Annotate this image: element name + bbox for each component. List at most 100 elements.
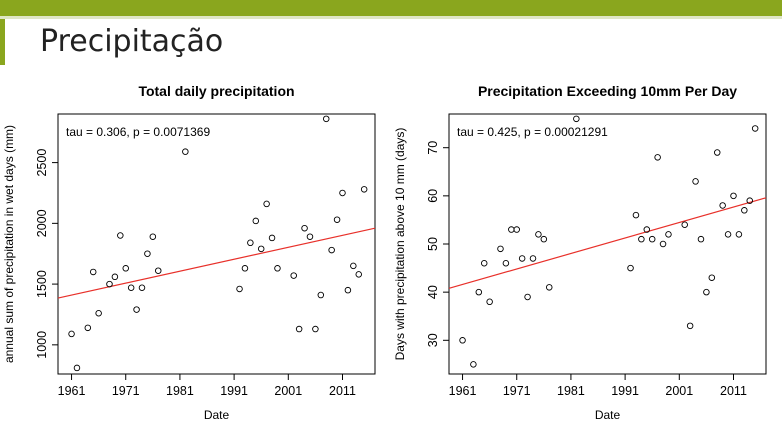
plot-frame <box>57 113 376 375</box>
data-point <box>268 234 276 242</box>
data-point <box>470 361 477 368</box>
page-title: Precipitação <box>40 24 224 59</box>
plot-frame <box>448 113 767 375</box>
x-tick-label: 1991 <box>611 384 639 398</box>
data-point <box>573 115 580 123</box>
data-point <box>350 262 357 270</box>
x-tick-label: 1981 <box>557 384 585 398</box>
stat-annotation: tau = 0.425, p = 0.00021291 <box>457 125 608 139</box>
data-point <box>643 226 651 233</box>
data-point <box>73 364 81 372</box>
data-point <box>154 267 162 274</box>
x-tick-label: 2001 <box>274 384 302 398</box>
data-point <box>138 284 146 291</box>
data-point <box>708 274 716 281</box>
data-point <box>638 235 645 243</box>
data-point <box>122 265 129 272</box>
trend-line <box>448 197 767 289</box>
data-point <box>312 325 319 333</box>
y-axis-label: Days with precipitation above 10 mm (day… <box>393 128 407 361</box>
data-point <box>257 245 265 253</box>
data-point <box>333 216 341 223</box>
data-point <box>632 211 640 219</box>
data-point <box>89 268 97 276</box>
data-point <box>241 265 249 272</box>
data-point <box>508 226 515 233</box>
chart-total-daily-precipitation: Total daily precipitation 1961 1971 1981 199… <box>0 64 391 427</box>
data-point <box>545 284 553 291</box>
data-point <box>735 231 743 238</box>
data-point <box>703 288 710 296</box>
stat-annotation: tau = 0.306, p = 0.0071369 <box>66 125 210 139</box>
data-point <box>290 272 297 279</box>
data-point <box>68 330 75 338</box>
data-point <box>106 280 113 288</box>
data-point <box>654 154 661 161</box>
data-point <box>322 115 330 123</box>
data-point <box>681 221 688 228</box>
data-point <box>724 231 732 238</box>
y-tick-label: 2000 <box>35 209 49 237</box>
data-point <box>480 260 488 267</box>
data-point <box>497 245 504 253</box>
data-point <box>692 178 699 185</box>
data-point <box>84 324 92 332</box>
data-point <box>751 125 759 132</box>
data-point <box>529 255 537 262</box>
data-point <box>475 288 483 296</box>
data-point <box>746 197 753 204</box>
data-point <box>295 325 303 333</box>
x-tick-label: 2011 <box>720 384 747 398</box>
chart-title: Total daily precipitation <box>138 83 294 99</box>
side-accent-bar <box>0 19 5 65</box>
top-accent-shadow <box>0 16 782 19</box>
data-point <box>741 207 748 214</box>
data-point <box>486 298 493 306</box>
data-point <box>459 337 466 344</box>
x-tick-label: 1981 <box>166 384 194 398</box>
chart-svg: Total daily precipitation 1961 1971 1981 199… <box>2 83 376 422</box>
data-point <box>360 186 368 193</box>
y-tick-label: 70 <box>426 141 440 155</box>
y-tick-label: 2500 <box>35 149 49 177</box>
data-point <box>236 285 243 293</box>
data-point <box>117 232 124 239</box>
data-point <box>355 271 362 278</box>
y-axis-label: annual sum of precipitation in wet days … <box>2 125 16 363</box>
x-axis-label: Date <box>204 408 230 422</box>
x-tick-label: 1971 <box>112 384 140 398</box>
data-point <box>513 226 520 233</box>
x-axis-label: Date <box>595 408 621 422</box>
x-tick-label: 2001 <box>665 384 693 398</box>
data-point <box>274 265 281 272</box>
y-tick-label: 40 <box>426 285 440 299</box>
data-point <box>627 264 634 272</box>
y-tick-label: 50 <box>426 237 440 251</box>
chart-svg: Precipitation Exceeding 10mm Per Day 1961… <box>393 83 767 422</box>
data-point <box>540 235 548 243</box>
y-tick-label: 60 <box>426 189 440 203</box>
data-point <box>339 189 346 197</box>
y-tick-label: 1000 <box>35 331 49 359</box>
data-point <box>659 240 667 248</box>
data-point <box>328 246 335 254</box>
chart-precipitation-exceeding-10mm: Precipitation Exceeding 10mm Per Day 1961… <box>391 64 782 427</box>
data-point <box>518 255 526 262</box>
top-accent-bar <box>0 0 782 16</box>
y-tick-label: 1500 <box>35 270 49 298</box>
x-tick-label: 1991 <box>220 384 248 398</box>
y-tick-label: 30 <box>426 333 440 347</box>
x-tick-label: 1961 <box>449 384 477 398</box>
data-point <box>111 273 119 281</box>
data-point <box>317 291 325 299</box>
trend-line <box>57 227 376 299</box>
data-point <box>697 235 705 243</box>
data-point <box>301 224 308 232</box>
data-point <box>344 286 352 294</box>
data-point <box>252 217 260 225</box>
data-point <box>149 233 157 240</box>
x-tick-label: 1971 <box>503 384 531 398</box>
data-point <box>95 310 102 317</box>
data-point <box>247 239 254 247</box>
data-point <box>524 293 531 301</box>
